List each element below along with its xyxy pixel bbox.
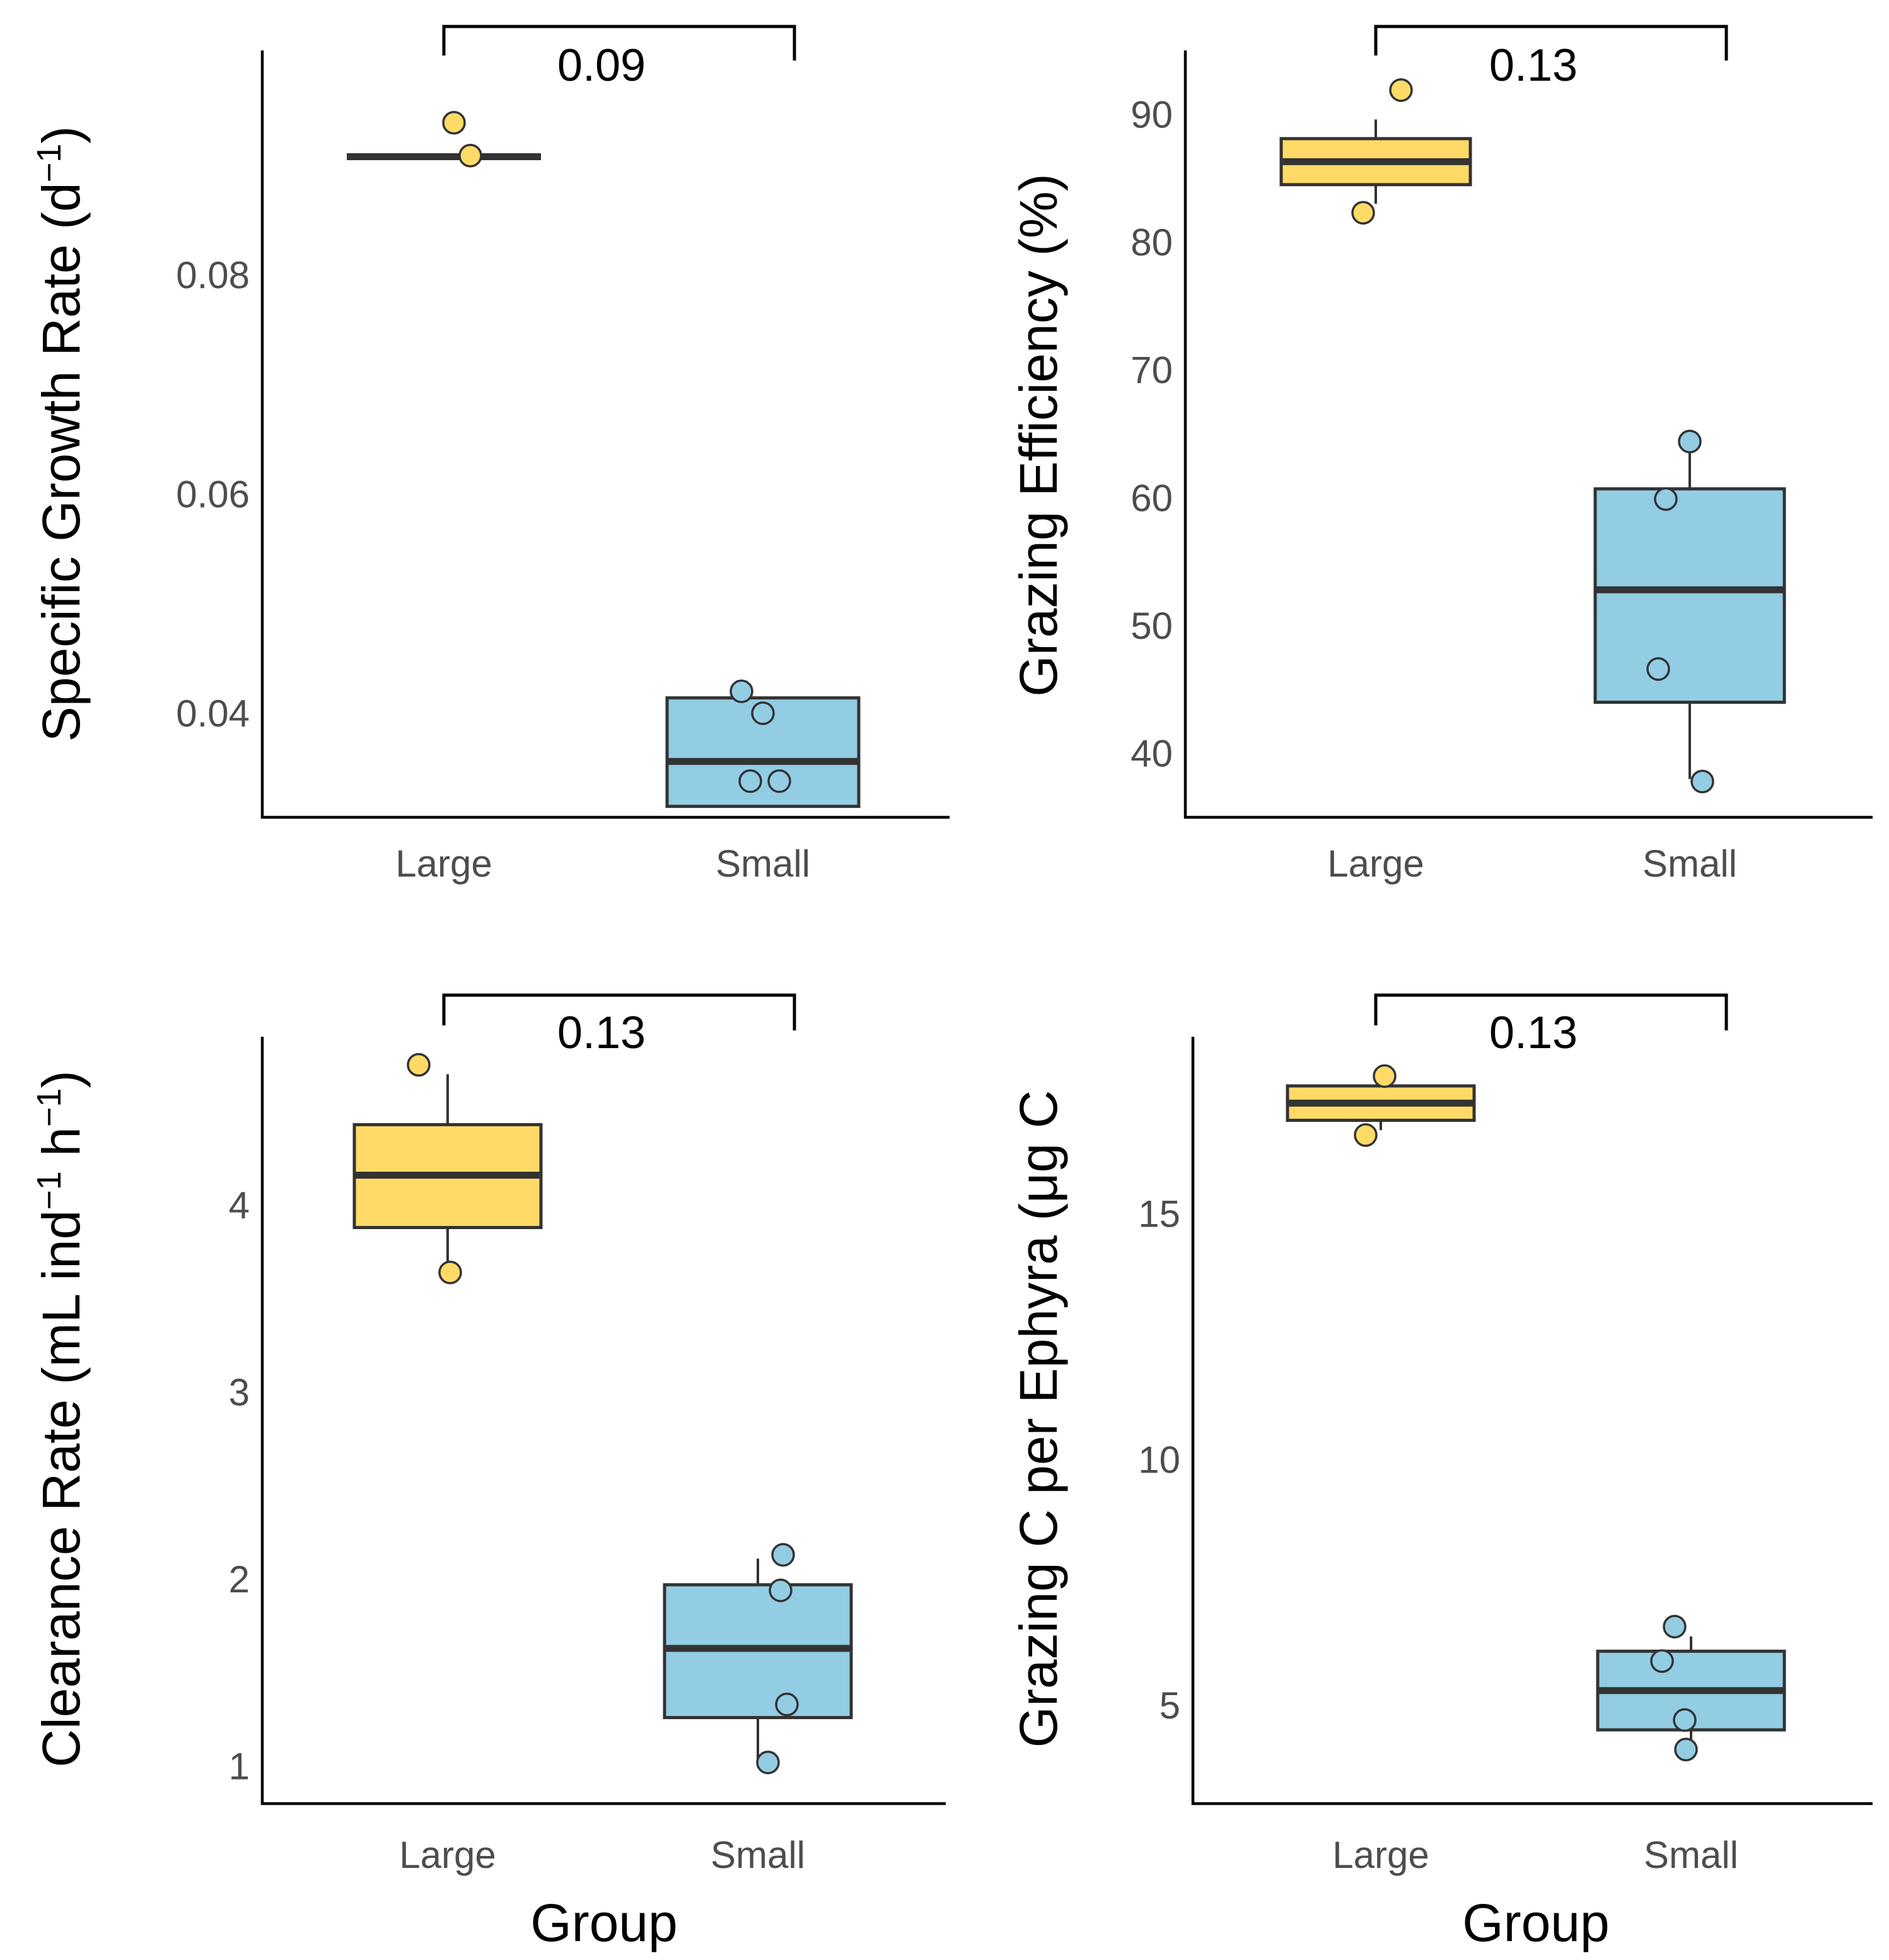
data-point-small — [1650, 1649, 1674, 1673]
boxplot-small — [663, 1558, 853, 1761]
x-tick-label-large: Large — [1327, 843, 1424, 885]
y-axis-title: Clearance Rate (mL ind−1 h−1) — [30, 1070, 91, 1767]
significance-bracket — [1374, 25, 1728, 61]
axis-lines — [260, 50, 950, 819]
x-axis-title: Group — [1462, 1893, 1609, 1952]
x-tick-label-small: Small — [711, 1834, 805, 1876]
data-point-small — [738, 769, 762, 793]
significance-bracket — [1374, 993, 1728, 1030]
data-point-small — [1646, 657, 1670, 681]
data-points — [407, 1053, 799, 1775]
x-tick-label-small: Small — [1642, 843, 1737, 885]
y-tick-label: 60 — [1130, 477, 1173, 519]
y-tick-label: 90 — [1130, 93, 1173, 136]
significance-bracket — [442, 993, 796, 1030]
x-tick-label-small: Small — [716, 843, 810, 885]
y-ticks: 40 50 60 70 80 90 — [1130, 93, 1173, 774]
x-tick-label-large: Large — [1332, 1834, 1429, 1876]
y-tick-label: 0.06 — [176, 474, 250, 516]
y-axis-title: Specific Growth Rate (d−1) — [30, 126, 91, 742]
data-point-small — [1674, 1737, 1698, 1762]
data-points — [442, 110, 791, 793]
p-value-label: 0.13 — [1489, 1008, 1578, 1058]
data-point-large — [1373, 1064, 1397, 1088]
y-axis-title-mid: h — [32, 1127, 91, 1171]
y-tick-label: 3 — [229, 1372, 250, 1414]
p-value-label: 0.09 — [557, 40, 646, 91]
panel-grazing-efficiency: 40 50 60 70 80 90 0.13 Large Small Grazing Ef… — [1009, 25, 1873, 885]
y-tick-label: 10 — [1138, 1438, 1180, 1481]
boxplots — [347, 153, 861, 808]
data-point-small — [1678, 429, 1702, 453]
data-point-large — [1354, 1123, 1378, 1147]
data-point-large — [442, 110, 466, 135]
axis-lines — [1191, 1037, 1873, 1805]
boxplot-small — [1593, 440, 1786, 779]
y-tick-label: 2 — [229, 1558, 250, 1601]
boxplot-small — [1596, 1636, 1786, 1750]
data-point-small — [771, 1543, 795, 1567]
data-point-small — [767, 769, 791, 793]
data-point-small — [769, 1578, 793, 1602]
data-point-large — [438, 1260, 462, 1285]
p-value-label: 0.13 — [1489, 40, 1578, 91]
y-axis-title-superscript: −1 — [30, 1171, 68, 1210]
data-point-small — [756, 1751, 780, 1775]
y-tick-label: 80 — [1130, 221, 1173, 264]
y-ticks: 5 10 15 — [1138, 1193, 1180, 1727]
data-point-small — [1663, 1614, 1687, 1639]
x-tick-label-large: Large — [395, 843, 492, 885]
y-tick-label: 0.08 — [176, 254, 250, 296]
data-point-large — [458, 144, 482, 168]
data-points — [1354, 1064, 1698, 1762]
y-axis-title: Grazing Efficiency (%) — [1009, 173, 1068, 696]
data-point-small — [1690, 769, 1714, 794]
data-point-small — [729, 679, 753, 703]
data-points — [1351, 78, 1714, 794]
boxplots — [352, 1074, 853, 1761]
data-point-large — [407, 1053, 431, 1077]
data-point-small — [775, 1693, 799, 1717]
significance-bracket — [442, 25, 796, 61]
y-axis-title-end: ) — [32, 1070, 91, 1088]
y-tick-label: 1 — [229, 1746, 250, 1788]
y-axis-title-main: Clearance Rate (mL ind — [32, 1210, 91, 1768]
data-point-small — [1673, 1708, 1697, 1732]
y-ticks: 0.04 0.06 0.08 — [176, 254, 250, 735]
y-axis-title: Grazing C per Ephyra (μg C — [1009, 1090, 1068, 1748]
panel-grazing-c: 5 10 15 0.13 Large Small Group Grazing C p… — [1009, 993, 1873, 1952]
data-point-small — [751, 701, 775, 725]
y-axis-title-superscript: −1 — [30, 144, 68, 183]
y-tick-label: 0.04 — [176, 692, 250, 735]
y-ticks: 1 2 3 4 — [229, 1184, 250, 1788]
box-iqr — [1593, 487, 1786, 704]
y-tick-label: 50 — [1130, 605, 1173, 647]
boxplots — [1279, 119, 1786, 779]
boxplot-large — [1286, 1076, 1476, 1131]
axis-lines — [1183, 50, 1873, 819]
x-tick-label-large: Large — [399, 1834, 496, 1876]
p-value-label: 0.13 — [557, 1008, 646, 1058]
y-tick-label: 70 — [1130, 349, 1173, 392]
x-axis-title: Group — [530, 1893, 677, 1952]
panel-growth-rate: 0.04 0.06 0.08 0.09 Large Small Specific G… — [30, 25, 950, 885]
panel-clearance-rate: 1 2 3 4 0.13 Large Small Group Clearance Ra… — [30, 993, 946, 1952]
boxplot-large — [352, 1074, 543, 1271]
data-point-large — [1389, 78, 1413, 102]
y-axis-title-superscript-2: −1 — [30, 1088, 68, 1127]
x-tick-label-small: Small — [1644, 1834, 1738, 1876]
boxplot-large — [1279, 119, 1472, 204]
y-tick-label: 15 — [1138, 1193, 1180, 1235]
data-point-small — [1654, 487, 1678, 511]
boxplots — [1286, 1076, 1786, 1750]
y-tick-label: 40 — [1130, 733, 1173, 775]
y-tick-label: 4 — [229, 1184, 250, 1227]
y-axis-title-end: ) — [32, 126, 91, 144]
data-point-large — [1351, 201, 1375, 225]
axis-lines — [260, 1037, 946, 1805]
y-tick-label: 5 — [1160, 1684, 1180, 1727]
y-axis-title-main: Specific Growth Rate (d — [32, 182, 91, 742]
